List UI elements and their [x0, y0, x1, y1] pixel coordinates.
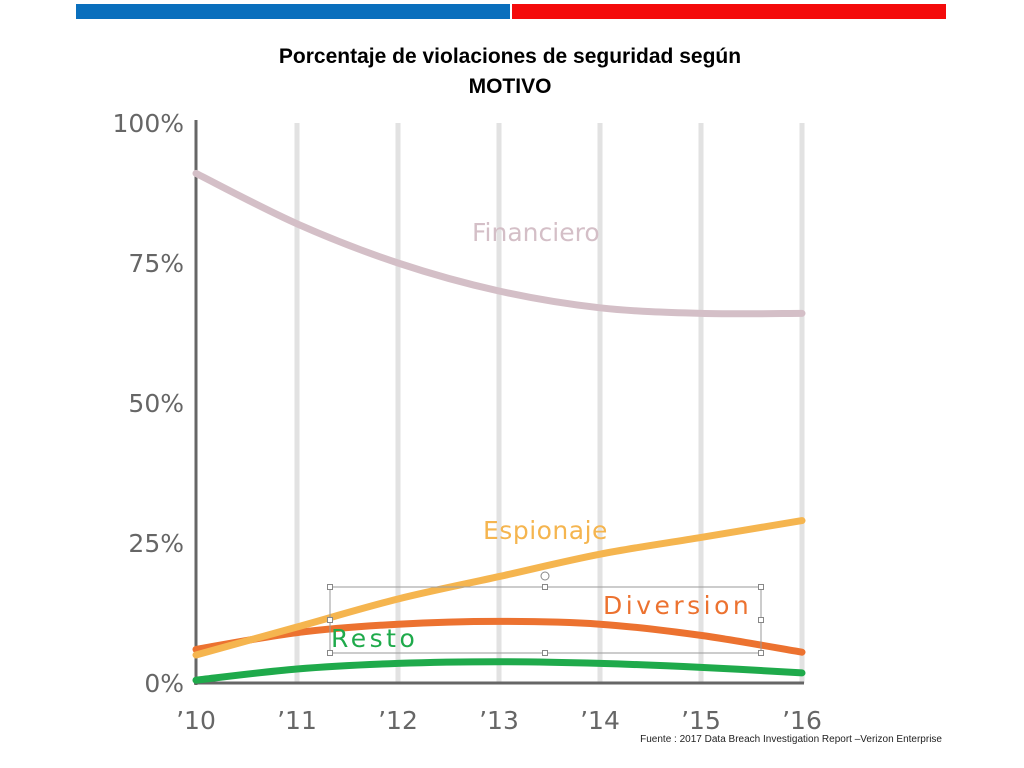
chart-title-line-2: MOTIVO: [468, 75, 552, 98]
series-label-resto: Resto: [331, 624, 418, 653]
x-tick-label: ’15: [681, 706, 721, 735]
chart-title: Porcentaje de violaciones de seguridad s…: [150, 42, 870, 102]
y-tick-label: 100%: [113, 109, 184, 138]
x-tick-label: ’10: [176, 706, 216, 735]
selection-handle: [542, 650, 548, 656]
y-tick-label: 0%: [144, 669, 184, 698]
y-tick-label: 75%: [128, 249, 184, 278]
rotate-handle-icon: [540, 571, 550, 581]
series-label-espionaje: Espionaje: [483, 516, 608, 545]
header-accent-bar-blue: [76, 4, 510, 19]
x-tick-label: ’14: [580, 706, 620, 735]
series-line-espionaje: [192, 517, 806, 659]
y-tick-label: 25%: [128, 529, 184, 558]
selection-handle: [327, 584, 333, 590]
x-tick-label: ’12: [378, 706, 418, 735]
header-accent-bar-red: [512, 4, 946, 19]
series-label-diversion: Diversion: [603, 591, 752, 620]
selection-handle: [758, 584, 764, 590]
y-tick-label: 50%: [128, 389, 184, 418]
series-line-diversion: [192, 617, 806, 656]
series-label-financiero: Financiero: [472, 218, 600, 247]
selection-handle: [758, 617, 764, 623]
chart-title-line-1: Porcentaje de violaciones de seguridad s…: [278, 45, 742, 68]
selection-handle: [758, 650, 764, 656]
selection-handle: [542, 584, 548, 590]
series-line-resto: [192, 658, 806, 684]
series-line-financiero: [192, 169, 806, 318]
x-tick-label: ’11: [277, 706, 317, 735]
source-note: Fuente : 2017 Data Breach Investigation …: [640, 734, 942, 745]
x-tick-label: ’13: [479, 706, 519, 735]
x-tick-label: ’16: [782, 706, 822, 735]
selection-handle: [327, 617, 333, 623]
selection-handle: [327, 650, 333, 656]
